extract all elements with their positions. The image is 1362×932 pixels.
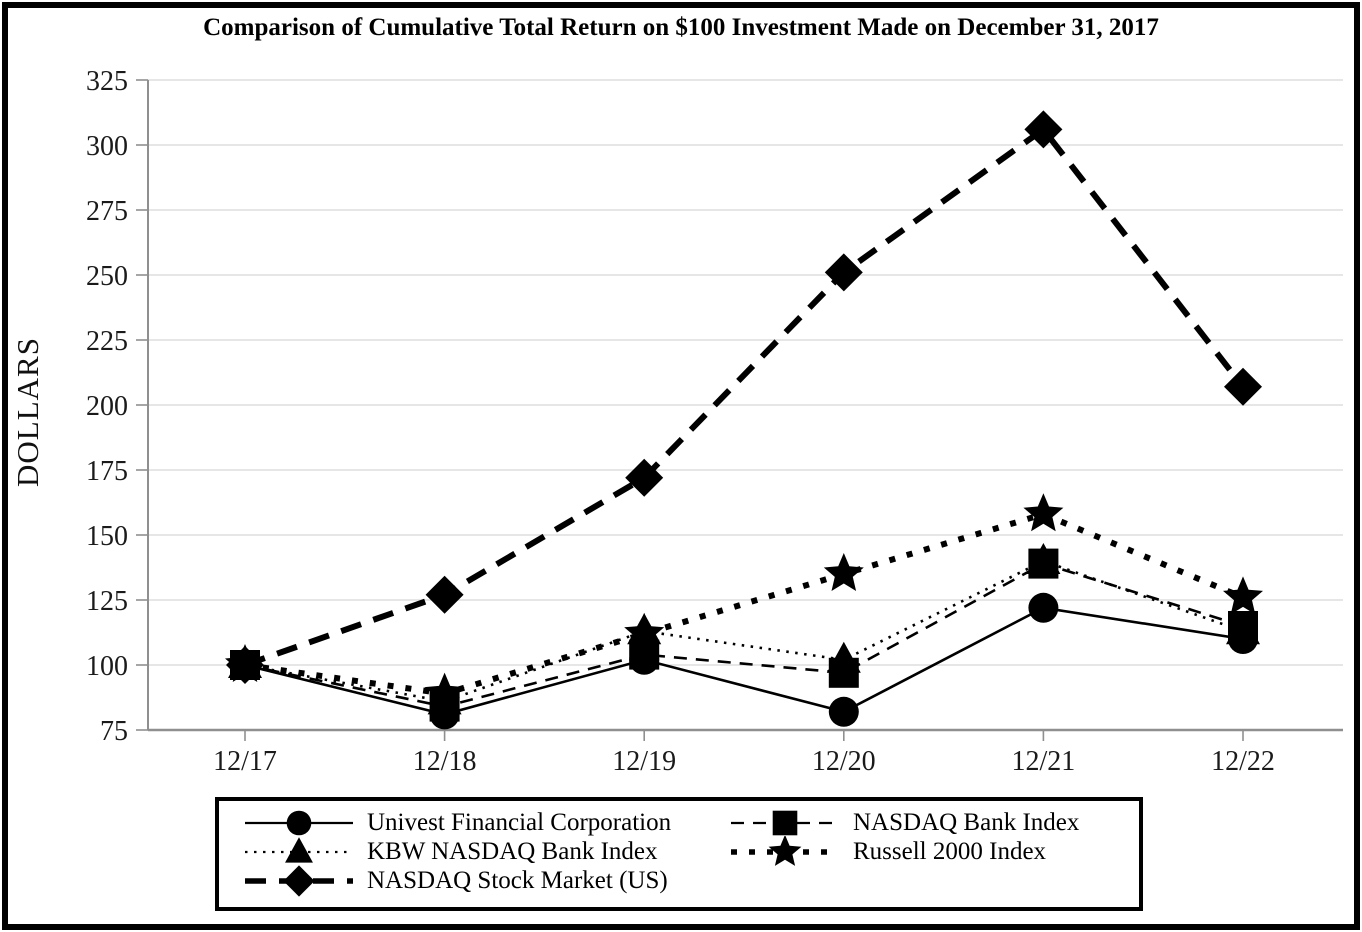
legend-swatch-star-dotted bbox=[731, 835, 839, 866]
square-marker-nasdaq-bank-index bbox=[429, 691, 460, 722]
series-line-russell-2000-index bbox=[244, 511, 1245, 697]
y-tick-label-75: 75 bbox=[100, 716, 128, 747]
chart-title: Comparison of Cumulative Total Return on… bbox=[203, 14, 1159, 41]
y-tick-label-175: 175 bbox=[86, 456, 128, 487]
circle-marker-univest-financial-corporation bbox=[828, 696, 859, 727]
legend-swatch-diamond-dashed bbox=[245, 864, 353, 897]
y-tick-label-300: 300 bbox=[86, 131, 128, 162]
y-tick-label-250: 250 bbox=[86, 261, 128, 292]
x-tick-label-12-19: 12/19 bbox=[612, 746, 676, 777]
x-tick-label-12-17: 12/17 bbox=[213, 746, 277, 777]
x-tick-label-12-20: 12/20 bbox=[812, 746, 876, 777]
square-marker-nasdaq-bank-index bbox=[1028, 548, 1059, 579]
series-line-univest-financial-corporation bbox=[244, 606, 1244, 716]
x-tick-labels: 12/17 12/18 12/19 12/20 12/21 12/22 bbox=[213, 746, 1275, 777]
y-tick-label-275: 275 bbox=[86, 196, 128, 227]
legend-label: Univest Financial Corporation bbox=[367, 808, 672, 836]
axis-ticks bbox=[136, 79, 1244, 741]
diamond-marker-nasdaq-stock-market-us bbox=[824, 253, 863, 292]
series-line-kbw-nasdaq-bank-index bbox=[244, 559, 1244, 703]
legend-item-nasdaq-bank-index: NASDAQ Bank Index bbox=[729, 808, 1139, 837]
x-tick-label-12-22: 12/22 bbox=[1211, 746, 1275, 777]
y-tick-label-100: 100 bbox=[86, 651, 128, 682]
series-line-nasdaq-bank-index bbox=[244, 562, 1244, 708]
gridlines bbox=[148, 79, 1343, 666]
square-icon bbox=[772, 810, 798, 835]
square-marker-nasdaq-bank-index bbox=[828, 657, 859, 688]
series-markers-nasdaq-bank-index bbox=[230, 548, 1258, 722]
star-marker-russell-2000-index bbox=[1223, 576, 1263, 615]
diamond-marker-nasdaq-stock-market-us bbox=[1224, 367, 1262, 406]
legend-swatch-triangle-dotted bbox=[245, 836, 353, 863]
x-tick-label-12-18: 12/18 bbox=[413, 746, 477, 777]
circle-icon bbox=[286, 810, 312, 835]
diamond-icon bbox=[283, 864, 315, 897]
y-tick-labels: 75 100 125 150 175 200 225 250 275 300 325 bbox=[86, 66, 128, 747]
legend-item-nasdaq-stock-market-us: NASDAQ Stock Market (US) bbox=[243, 864, 729, 897]
legend-swatch-square-dashed bbox=[731, 810, 839, 835]
legend-label: Russell 2000 Index bbox=[853, 837, 1047, 865]
legend-item-russell-2000-index: Russell 2000 Index bbox=[729, 835, 1139, 866]
star-marker-russell-2000-index bbox=[1023, 493, 1064, 532]
y-tick-label-225: 225 bbox=[86, 326, 128, 357]
y-tick-label-125: 125 bbox=[86, 586, 128, 617]
square-marker-nasdaq-bank-index bbox=[1228, 611, 1258, 641]
legend: Univest Financial Corporation NASDAQ Bank… bbox=[215, 797, 1143, 911]
series-markers-kbw-nasdaq-bank-index bbox=[228, 543, 1260, 715]
diamond-marker-nasdaq-stock-market-us bbox=[425, 575, 464, 614]
legend-label: NASDAQ Bank Index bbox=[853, 808, 1080, 836]
x-tick-label-12-21: 12/21 bbox=[1012, 746, 1076, 777]
y-tick-label-325: 325 bbox=[86, 66, 128, 97]
star-marker-russell-2000-index bbox=[823, 553, 864, 591]
legend-label: KBW NASDAQ Bank Index bbox=[367, 837, 658, 865]
legend-item-univest-financial-corporation: Univest Financial Corporation bbox=[243, 808, 729, 837]
diamond-marker-nasdaq-stock-market-us bbox=[625, 458, 664, 497]
legend-label: NASDAQ Stock Market (US) bbox=[367, 866, 668, 894]
square-marker-nasdaq-bank-index bbox=[629, 639, 660, 670]
legend-swatch-circle-solid bbox=[245, 810, 353, 835]
circle-marker-univest-financial-corporation bbox=[1028, 592, 1059, 623]
series-markers-russell-2000-index bbox=[225, 493, 1263, 711]
star-icon bbox=[768, 835, 802, 866]
diamond-marker-nasdaq-stock-market-us bbox=[1024, 110, 1063, 149]
series-markers-nasdaq-stock-market-us bbox=[226, 110, 1262, 684]
y-tick-label-200: 200 bbox=[86, 391, 128, 422]
legend-item-kbw-nasdaq-bank-index: KBW NASDAQ Bank Index bbox=[243, 836, 729, 866]
diamond-marker-nasdaq-stock-market-us bbox=[226, 646, 264, 684]
y-tick-label-150: 150 bbox=[86, 521, 128, 552]
series-line-nasdaq-stock-market-us bbox=[244, 125, 1246, 668]
triangle-icon bbox=[285, 836, 313, 863]
